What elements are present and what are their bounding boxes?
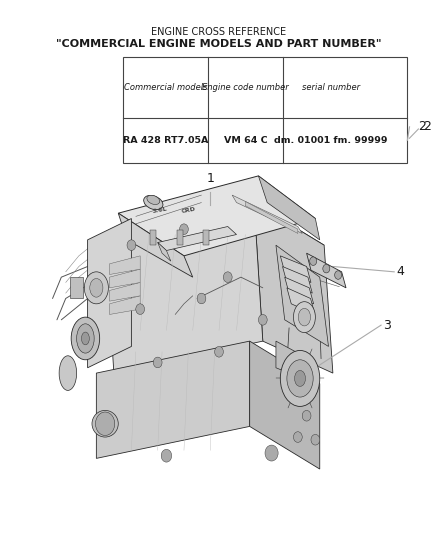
Circle shape [258, 314, 267, 325]
Ellipse shape [293, 302, 315, 333]
Text: 1: 1 [206, 172, 214, 185]
Polygon shape [307, 253, 346, 288]
Polygon shape [287, 288, 315, 314]
Bar [177, 230, 183, 245]
Bar [150, 230, 156, 245]
Circle shape [95, 412, 115, 435]
Text: 3: 3 [383, 319, 391, 332]
Polygon shape [283, 266, 312, 293]
Polygon shape [280, 256, 311, 282]
Circle shape [310, 257, 317, 265]
Circle shape [302, 410, 311, 421]
Ellipse shape [294, 370, 306, 386]
Ellipse shape [59, 356, 77, 390]
Polygon shape [276, 341, 315, 384]
Bar [123, 57, 407, 163]
Polygon shape [88, 219, 131, 368]
Polygon shape [158, 227, 237, 251]
Polygon shape [285, 277, 314, 304]
Text: serial number: serial number [302, 83, 360, 92]
Polygon shape [258, 176, 320, 240]
Ellipse shape [147, 195, 160, 205]
Circle shape [223, 272, 232, 282]
Polygon shape [118, 176, 315, 256]
Circle shape [136, 304, 145, 314]
Circle shape [323, 264, 330, 273]
Text: dm. 01001 fm. 99999: dm. 01001 fm. 99999 [275, 136, 388, 145]
Ellipse shape [287, 360, 313, 397]
Text: RA 428 RT7.05A: RA 428 RT7.05A [123, 136, 208, 145]
Ellipse shape [92, 410, 118, 437]
Ellipse shape [77, 324, 94, 353]
Text: 3.6L: 3.6L [152, 206, 168, 214]
Polygon shape [118, 213, 193, 277]
Polygon shape [276, 245, 328, 346]
Ellipse shape [84, 272, 109, 304]
Text: CRD: CRD [181, 206, 196, 214]
Ellipse shape [81, 332, 89, 345]
Text: VM 64 C: VM 64 C [224, 136, 268, 145]
Ellipse shape [144, 196, 163, 209]
Polygon shape [96, 341, 250, 458]
Polygon shape [110, 269, 140, 288]
Circle shape [215, 346, 223, 357]
Circle shape [161, 449, 172, 462]
Text: "COMMERCIAL ENGINE MODELS AND PART NUMBER": "COMMERCIAL ENGINE MODELS AND PART NUMBE… [56, 39, 382, 49]
Text: ENGINE CROSS REFERENCE: ENGINE CROSS REFERENCE [152, 27, 286, 37]
Polygon shape [254, 203, 333, 373]
Text: 2: 2 [424, 120, 431, 133]
Text: 2: 2 [418, 120, 426, 133]
Polygon shape [110, 296, 140, 314]
Ellipse shape [71, 317, 99, 360]
Polygon shape [245, 201, 298, 233]
Polygon shape [105, 203, 263, 373]
Ellipse shape [298, 308, 311, 326]
Circle shape [335, 271, 342, 279]
Bar [203, 230, 209, 245]
Text: Commercial models: Commercial models [124, 83, 207, 92]
Ellipse shape [90, 278, 103, 297]
Circle shape [265, 445, 278, 461]
Polygon shape [105, 203, 324, 277]
Ellipse shape [280, 351, 320, 406]
Text: 4: 4 [396, 265, 404, 278]
Bar [70, 277, 83, 298]
Polygon shape [158, 243, 171, 261]
Circle shape [180, 224, 188, 235]
Polygon shape [110, 282, 140, 301]
Circle shape [311, 434, 320, 445]
Polygon shape [232, 195, 302, 233]
Polygon shape [110, 256, 140, 274]
Text: Engine code number: Engine code number [202, 83, 289, 92]
Circle shape [127, 240, 136, 251]
Circle shape [197, 293, 206, 304]
Polygon shape [250, 341, 320, 469]
Circle shape [153, 357, 162, 368]
Circle shape [293, 432, 302, 442]
